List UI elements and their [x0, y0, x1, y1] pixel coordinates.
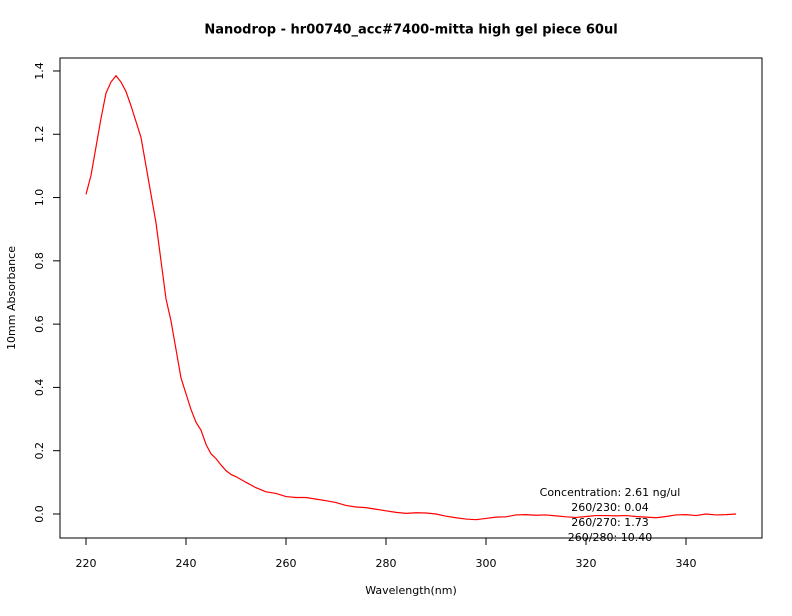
y-tick-label: 0.0: [33, 505, 46, 523]
x-axis-title: Wavelength(nm): [365, 584, 457, 597]
x-tick-label: 240: [176, 557, 197, 570]
x-tick-label: 280: [376, 557, 397, 570]
y-tick-label: 1.2: [33, 126, 46, 144]
y-tick-label: 0.2: [33, 442, 46, 460]
annotation: Concentration: 2.61 ng/ul: [540, 486, 681, 499]
annotation: 260/230: 0.04: [571, 501, 648, 514]
annotation: 260/280: 10.40: [568, 531, 652, 544]
data-line: [85, 74, 737, 521]
y-axis-title: 10mm Absorbance: [5, 246, 18, 350]
chart-title: Nanodrop - hr00740_acc#7400-mitta high g…: [204, 23, 617, 38]
x-tick-label: 340: [676, 557, 697, 570]
x-tick-label: 220: [76, 557, 97, 570]
x-tick-label: 320: [576, 557, 597, 570]
x-tick-label: 260: [276, 557, 297, 570]
annotation: 260/270: 1.73: [571, 516, 648, 529]
y-tick-label: 0.6: [33, 315, 46, 333]
plot-frame: [59, 57, 763, 539]
y-tick-label: 1.4: [33, 62, 46, 80]
y-tick-label: 0.4: [33, 379, 46, 397]
x-tick-label: 300: [476, 557, 497, 570]
y-tick-label: 0.8: [33, 252, 46, 270]
y-tick-label: 1.0: [33, 189, 46, 207]
